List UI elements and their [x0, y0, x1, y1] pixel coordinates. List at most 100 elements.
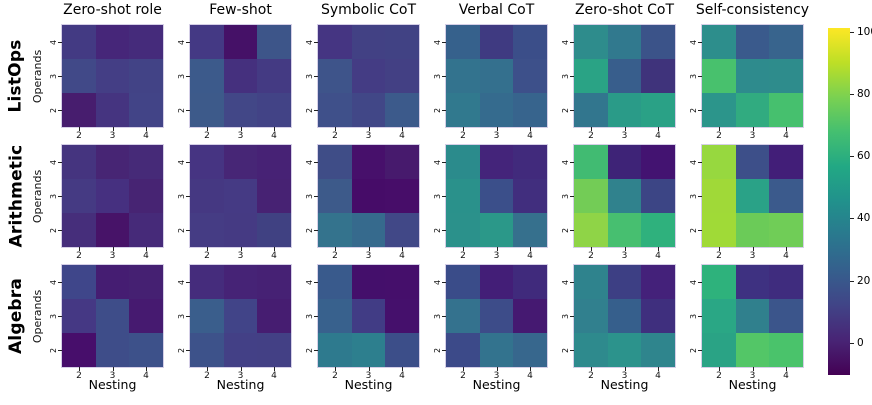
heatmap-cell: [257, 25, 291, 59]
y-tick-mark: [58, 162, 62, 163]
x-tick-mark: [752, 367, 754, 371]
heatmap-cell: [513, 179, 547, 213]
heatmap-cell: [95, 213, 130, 247]
x-tick-label: 2: [460, 371, 466, 381]
heatmap-cell: [479, 265, 514, 299]
heatmap-cell: [446, 179, 480, 213]
y-tick-mark: [58, 110, 62, 111]
x-tick-label: 3: [621, 251, 628, 261]
x-axis-label: Nesting: [472, 377, 521, 392]
heatmap-cell: [62, 333, 96, 367]
x-axis-label: Nesting: [88, 377, 137, 392]
heatmap-cell: [190, 265, 224, 299]
heatmap-cell: [607, 265, 642, 299]
y-tick-mark: [570, 350, 574, 351]
x-tick-mark: [112, 367, 114, 371]
heatmap-cell: [95, 25, 130, 59]
heatmap-cell: [607, 213, 642, 247]
x-tick-mark: [207, 367, 208, 371]
heatmap-cell: [385, 59, 419, 93]
x-tick-mark: [402, 367, 403, 371]
x-tick-label: 4: [527, 371, 533, 381]
heatmap-cell: [385, 145, 419, 179]
heatmap-cell: [95, 145, 130, 179]
heatmap-cell: [446, 25, 480, 59]
heatmap-cell: [446, 333, 480, 367]
x-tick-mark: [786, 247, 787, 251]
x-tick-mark: [786, 127, 787, 131]
heatmap-panel-listops-few-shot: [190, 25, 291, 127]
x-tick-mark: [112, 127, 114, 131]
heatmap-cell: [574, 299, 608, 333]
colorbar-tick-mark: [850, 32, 854, 33]
heatmap-cell: [385, 265, 419, 299]
x-tick-mark: [112, 247, 114, 251]
heatmap-cell: [385, 299, 419, 333]
heatmap-panel-arithmetic-zero-shot-cot: [574, 145, 675, 247]
y-tick-mark: [442, 76, 446, 77]
heatmap-panel-arithmetic-self-consistency: [702, 145, 803, 247]
heatmap-cell: [607, 333, 642, 367]
heatmap-cell: [735, 93, 770, 127]
x-tick-label: 2: [332, 371, 338, 381]
x-tick-label: 2: [588, 131, 594, 141]
column-title: Zero-shot CoT: [574, 2, 675, 18]
x-tick-label: 4: [527, 131, 533, 141]
x-tick-label: 4: [399, 371, 405, 381]
colorbar-tick-mark: [850, 342, 854, 344]
heatmap-cell: [702, 333, 736, 367]
x-tick-label: 2: [588, 371, 594, 381]
heatmap-cell: [318, 145, 352, 179]
x-tick-mark: [463, 367, 464, 371]
y-tick-mark: [698, 162, 702, 163]
x-tick-label: 4: [783, 251, 789, 261]
heatmap-cell: [641, 179, 675, 213]
heatmap-cell: [513, 25, 547, 59]
x-tick-label: 3: [621, 131, 628, 141]
y-tick-mark: [442, 230, 446, 231]
heatmap-cell: [62, 25, 96, 59]
heatmap-cell: [702, 213, 736, 247]
heatmap-cell: [574, 59, 608, 93]
column-title: Symbolic CoT: [320, 2, 417, 18]
x-tick-label: 4: [655, 371, 661, 381]
heatmap-cell: [129, 25, 163, 59]
heatmap-cell: [769, 299, 803, 333]
heatmap-cell: [702, 265, 736, 299]
heatmap-panel-arithmetic-few-shot: [190, 145, 291, 247]
x-tick-label: 4: [143, 371, 149, 381]
heatmap-cell: [769, 179, 803, 213]
heatmap-cell: [129, 333, 163, 367]
y-tick-mark: [442, 350, 446, 351]
x-tick-mark: [496, 127, 498, 131]
heatmap-cell: [257, 265, 291, 299]
x-tick-label: 2: [204, 371, 210, 381]
y-tick-mark: [186, 196, 190, 197]
heatmap-cell: [223, 25, 258, 59]
heatmap-panel-listops-symbolic-cot: [318, 25, 419, 127]
heatmap-cell: [318, 265, 352, 299]
y-tick-mark: [186, 230, 190, 231]
y-tick-mark: [186, 42, 190, 43]
heatmap-cell: [318, 299, 352, 333]
x-tick-label: 3: [237, 371, 244, 381]
heatmap-cell: [479, 213, 514, 247]
x-tick-mark: [79, 127, 80, 131]
heatmap-cell: [641, 213, 675, 247]
y-tick-mark: [186, 350, 190, 351]
heatmap-cell: [257, 93, 291, 127]
y-tick-mark: [442, 316, 446, 317]
heatmap-panel-algebra-zero-shot-role: [62, 265, 163, 367]
heatmap-cell: [351, 299, 386, 333]
colorbar-tick-label: 40: [857, 212, 871, 225]
x-tick-mark: [591, 367, 592, 371]
x-tick-mark: [335, 127, 336, 131]
heatmap-panel-listops-zero-shot-role: [62, 25, 163, 127]
heatmap-cell: [95, 93, 130, 127]
x-tick-label: 2: [460, 251, 466, 261]
x-tick-mark: [274, 247, 275, 251]
heatmap-cell: [641, 333, 675, 367]
heatmap-cell: [129, 145, 163, 179]
colorbar-tick-mark: [850, 94, 854, 96]
y-tick-mark: [698, 76, 702, 77]
